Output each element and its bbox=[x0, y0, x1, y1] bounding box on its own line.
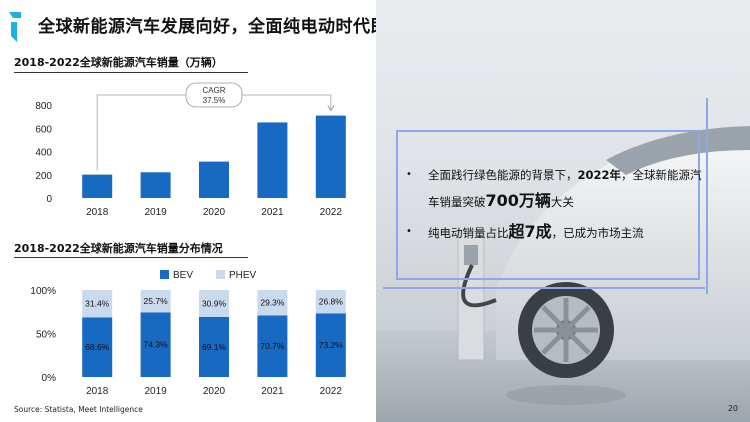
bullet-bev-share: • 纯电动销量占比超7成，已成为市场主流 bbox=[406, 219, 706, 246]
highlight-frame bbox=[396, 130, 700, 280]
sales-bar bbox=[315, 115, 346, 198]
source-note: Source: Statista, Meet Intelligence bbox=[14, 405, 143, 414]
sales-bar bbox=[82, 174, 113, 198]
bullet-dot-icon: • bbox=[406, 169, 412, 180]
bullet-text: 纯电动销量占比超7成，已成为市场主流 bbox=[428, 222, 644, 241]
bev-bar bbox=[140, 312, 171, 377]
bev-data-label: 74.3% bbox=[144, 340, 169, 350]
x-tick-label: 2021 bbox=[261, 207, 284, 218]
bev-data-label: 70.7% bbox=[260, 341, 285, 351]
sales-chart-title: 2018-2022全球新能源汽车销量（万辆） bbox=[14, 56, 223, 69]
y-tick-label: 100% bbox=[30, 286, 56, 297]
y-tick-label: 200 bbox=[35, 171, 52, 182]
y-tick-label: 0% bbox=[42, 373, 57, 384]
frame-accent-vertical bbox=[706, 98, 708, 294]
x-tick-label: 2018 bbox=[86, 386, 109, 397]
legend-label: BEV bbox=[173, 270, 193, 281]
legend-swatch bbox=[160, 270, 169, 279]
phev-data-label: 29.3% bbox=[260, 298, 285, 308]
x-tick-label: 2022 bbox=[320, 386, 343, 397]
ev-charging-car-image bbox=[376, 0, 750, 422]
bev-bar bbox=[257, 315, 288, 377]
sales-bar bbox=[140, 172, 171, 198]
key-findings-list: • 全面践行绿色能源的背景下，2022年，全球新能源汽车销量突破700万辆大关 … bbox=[406, 162, 706, 246]
share-chart-rule bbox=[14, 257, 248, 258]
phev-data-label: 26.8% bbox=[319, 297, 344, 307]
x-tick-label: 2020 bbox=[203, 386, 226, 397]
y-tick-label: 600 bbox=[35, 124, 52, 135]
x-tick-label: 2021 bbox=[261, 386, 284, 397]
bullet-dot-icon: • bbox=[406, 226, 412, 237]
sales-bar bbox=[257, 122, 288, 198]
sales-bar bbox=[199, 161, 229, 198]
legend-label: PHEV bbox=[229, 270, 257, 281]
sales-chart-rule bbox=[14, 72, 248, 73]
cagr-value: 37.5% bbox=[203, 96, 226, 105]
cagr-badge bbox=[185, 82, 243, 108]
phev-bar bbox=[199, 290, 229, 317]
bev-data-label: 73.2% bbox=[319, 340, 344, 350]
bev-bar bbox=[199, 316, 229, 377]
x-tick-label: 2022 bbox=[320, 207, 343, 218]
phev-bar bbox=[315, 290, 346, 314]
legend-swatch bbox=[216, 270, 225, 279]
frame-accent-horizontal bbox=[383, 287, 705, 289]
phev-bar bbox=[140, 290, 171, 313]
brand-logo-icon bbox=[9, 12, 21, 42]
sales-bar-chart: 0 200 400 600 800 2018 2019 2020 2021 2022 CAGR37.… bbox=[35, 82, 346, 218]
phev-data-label: 30.9% bbox=[202, 298, 227, 308]
x-tick-label: 2018 bbox=[86, 207, 109, 218]
phev-data-label: 31.4% bbox=[85, 299, 110, 309]
y-tick-label: 0 bbox=[46, 194, 52, 205]
phev-data-label: 25.7% bbox=[144, 296, 169, 306]
bev-bar bbox=[82, 317, 113, 377]
x-tick-label: 2019 bbox=[144, 207, 167, 218]
bev-data-label: 68.6% bbox=[85, 342, 110, 352]
bullet-sales-milestone: • 全面践行绿色能源的背景下，2022年，全球新能源汽车销量突破700万辆大关 bbox=[406, 162, 706, 215]
bev-data-label: 69.1% bbox=[202, 342, 227, 352]
share-chart-title: 2018-2022全球新能源汽车销量分布情况 bbox=[14, 242, 223, 255]
phev-bar bbox=[82, 290, 113, 318]
cagr-label: CAGR bbox=[202, 86, 225, 95]
x-tick-label: 2020 bbox=[203, 207, 226, 218]
page-title: 全球新能源汽车发展向好，全面纯电动时代即将开启 bbox=[38, 17, 441, 37]
bev-bar bbox=[315, 313, 346, 377]
bullet-text: 全面践行绿色能源的背景下，2022年，全球新能源汽车销量突破700万辆大关 bbox=[428, 168, 702, 210]
page-number: 20 bbox=[727, 404, 738, 413]
phev-bar bbox=[257, 290, 288, 316]
cagr-arrow-icon bbox=[327, 105, 335, 112]
y-tick-label: 50% bbox=[36, 330, 56, 341]
share-stacked-bar-chart: BEV PHEV 0% 50% 100% 68.6% 31.4% 2018 74.3% 25.7%… bbox=[30, 270, 346, 397]
x-tick-label: 2019 bbox=[144, 386, 167, 397]
y-tick-label: 800 bbox=[35, 101, 52, 112]
y-tick-label: 400 bbox=[35, 148, 52, 159]
